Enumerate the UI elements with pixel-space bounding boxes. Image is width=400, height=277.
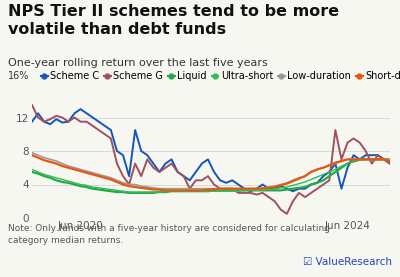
Legend: Scheme C, Scheme G, Liquid, Ultra-short, Low-duration, Short-duration: Scheme C, Scheme G, Liquid, Ultra-short,…: [37, 67, 400, 85]
Text: ☑ ValueResearch: ☑ ValueResearch: [303, 257, 392, 267]
Text: 16%: 16%: [8, 71, 29, 81]
Text: One-year rolling return over the last five years: One-year rolling return over the last fi…: [8, 58, 268, 68]
Text: NPS Tier II schemes tend to be more
volatile than debt funds: NPS Tier II schemes tend to be more vola…: [8, 4, 339, 37]
Text: Note: Only funds with a five-year history are considered for calculating
categor: Note: Only funds with a five-year histor…: [8, 224, 330, 245]
